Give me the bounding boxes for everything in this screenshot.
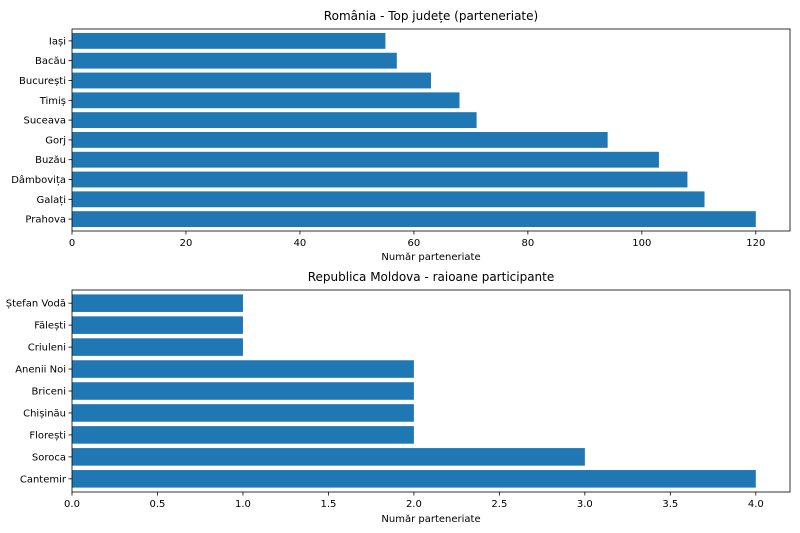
- y-tick-label: Dâmbovița: [11, 174, 66, 186]
- x-tick-label: 60: [408, 238, 421, 249]
- y-tick-label: Prahova: [25, 215, 66, 226]
- y-tick-label: Fălești: [34, 321, 66, 332]
- chart-title: Republica Moldova - raioane participante: [308, 270, 555, 284]
- bar: [72, 426, 414, 444]
- y-tick-label: Soroca: [32, 452, 66, 463]
- x-tick-label: 100: [632, 238, 651, 249]
- bar: [72, 360, 414, 378]
- bar: [72, 131, 608, 148]
- x-tick-label: 1.0: [235, 499, 251, 510]
- plot-area-romania: Prahova Galați Dâmbovița Buzău Gorj Suceava Ti…: [11, 28, 791, 249]
- plot-area-moldova: Cantemir Soroca Florești Chișinău Briceni Ane…: [6, 289, 791, 510]
- y-tick-label: Florești: [29, 430, 66, 441]
- y-tick-label: Iași: [49, 36, 66, 47]
- axes-frame: [71, 28, 791, 232]
- x-tick-label: 0.0: [64, 499, 80, 510]
- chart-moldova: Republica Moldova - raioane participante…: [6, 270, 791, 525]
- y-tick-label: Suceava: [23, 116, 66, 127]
- y-tick-label: Cantemir: [20, 474, 67, 485]
- bar: [72, 171, 688, 188]
- x-tick-label: 2.5: [491, 499, 507, 510]
- x-tick-label: 3.0: [577, 499, 593, 510]
- x-tick-label: 20: [180, 238, 193, 249]
- bar: [72, 52, 397, 69]
- bar: [72, 112, 477, 129]
- y-tick-label: Buzău: [35, 155, 66, 166]
- y-tick-label: Gorj: [45, 135, 66, 146]
- x-tick-label: 2.0: [406, 499, 422, 510]
- x-tick-label: 120: [746, 238, 765, 249]
- axes-frame: [71, 289, 791, 493]
- x-tick-label: 0: [69, 238, 75, 249]
- bar: [72, 338, 243, 356]
- y-tick-label: București: [19, 76, 66, 87]
- y-tick-label: Timiș: [39, 96, 66, 107]
- x-tick-label: 3.5: [662, 499, 678, 510]
- x-tick-label: 1.5: [320, 499, 336, 510]
- y-tick-label: Criuleni: [28, 343, 66, 354]
- y-tick-label: Bacău: [35, 56, 66, 67]
- chart-romania: România - Top județe (parteneriate) Numă…: [11, 9, 791, 263]
- y-tick-label: Chișinău: [23, 408, 66, 419]
- x-tick-label: 80: [522, 238, 535, 249]
- bar: [72, 448, 585, 466]
- x-tick-label: 4.0: [748, 499, 764, 510]
- bar: [72, 32, 386, 49]
- y-tick-label: Ștefan Vodă: [6, 299, 66, 310]
- x-tick-label: 40: [294, 238, 307, 249]
- bar: [72, 92, 460, 109]
- bar: [72, 191, 705, 208]
- bar: [72, 404, 414, 422]
- x-axis-label: Număr parteneriate: [381, 252, 480, 263]
- bar: [72, 470, 756, 488]
- bar: [72, 316, 243, 334]
- x-tick-label: 0.5: [150, 499, 166, 510]
- chart-title: România - Top județe (parteneriate): [324, 9, 538, 23]
- bar: [72, 72, 431, 89]
- x-axis-label: Număr parteneriate: [381, 514, 480, 525]
- bar: [72, 151, 659, 168]
- bar: [72, 382, 414, 400]
- bar: [72, 211, 756, 228]
- y-tick-label: Briceni: [31, 387, 66, 398]
- y-tick-label: Galați: [37, 195, 66, 206]
- bar: [72, 294, 243, 312]
- y-tick-label: Anenii Noi: [15, 365, 66, 376]
